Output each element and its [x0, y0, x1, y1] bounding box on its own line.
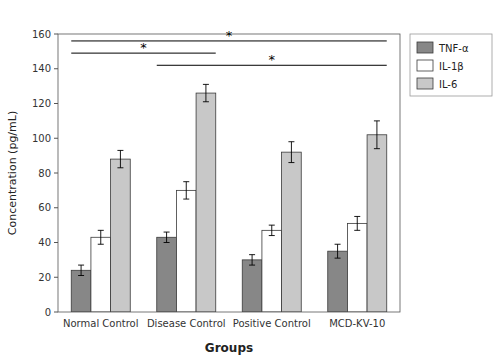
y-tick-label: 40 — [38, 237, 51, 248]
bars — [71, 84, 386, 312]
bar — [262, 230, 282, 312]
plot-frame — [58, 34, 400, 312]
error-bar — [78, 265, 84, 275]
bar — [176, 190, 196, 312]
x-tick-label: Normal Control — [63, 318, 139, 329]
bar — [111, 159, 131, 312]
error-bar — [249, 255, 255, 265]
error-bar — [164, 232, 170, 242]
y-tick-label: 120 — [32, 98, 51, 109]
bar — [367, 135, 387, 312]
bar — [157, 237, 177, 312]
y-tick — [54, 68, 58, 69]
significance-star: * — [140, 40, 147, 55]
y-axis-label: Concentration (pg/mL) — [6, 111, 19, 235]
chart: 0 20 40 60 80 100 120 140 160 Normal Control Disea… — [0, 0, 500, 364]
error-bar — [288, 142, 294, 163]
bar — [328, 251, 348, 312]
bar — [71, 270, 91, 312]
y-tick-label: 20 — [38, 272, 51, 283]
x-axis-label: Groups — [205, 341, 253, 355]
legend-label: TNF-α — [438, 43, 469, 54]
legend-box — [410, 34, 492, 96]
error-bar — [354, 216, 360, 230]
error-bar — [269, 225, 275, 235]
bar — [91, 237, 111, 312]
significance-star: * — [269, 52, 276, 67]
error-bar — [183, 182, 189, 199]
bar — [282, 152, 302, 312]
legend: TNF-α IL-1β IL-6 — [410, 34, 492, 96]
legend-label: IL-1β — [439, 61, 464, 72]
error-bar — [203, 84, 209, 101]
bar — [347, 223, 367, 312]
y-tick-label: 0 — [45, 307, 51, 318]
x-tick-label: MCD-KV-10 — [329, 318, 385, 329]
x-tick-label: Positive Control — [233, 318, 311, 329]
y-tick-label: 100 — [32, 133, 51, 144]
y-tick-label: 60 — [38, 202, 51, 213]
y-tick — [54, 103, 58, 104]
y-tick — [54, 173, 58, 174]
error-bar — [335, 244, 341, 258]
bar — [242, 260, 262, 312]
error-bar — [374, 121, 380, 149]
legend-swatch — [417, 60, 433, 71]
error-bar — [98, 230, 104, 244]
y-tick-label: 160 — [32, 29, 51, 40]
legend-swatch — [417, 78, 433, 89]
y-tick — [54, 34, 58, 35]
legend-swatch — [417, 42, 433, 53]
error-bar — [117, 150, 123, 167]
y-tick — [54, 242, 58, 243]
significance-star: * — [226, 28, 233, 43]
y-tick — [54, 312, 58, 313]
y-tick — [54, 138, 58, 139]
legend-label: IL-6 — [439, 79, 457, 90]
bar — [196, 93, 216, 312]
y-tick — [54, 277, 58, 278]
x-tick-label: Disease Control — [147, 318, 226, 329]
y-tick — [54, 207, 58, 208]
y-tick-label: 140 — [32, 63, 51, 74]
y-tick-label: 80 — [38, 168, 51, 179]
